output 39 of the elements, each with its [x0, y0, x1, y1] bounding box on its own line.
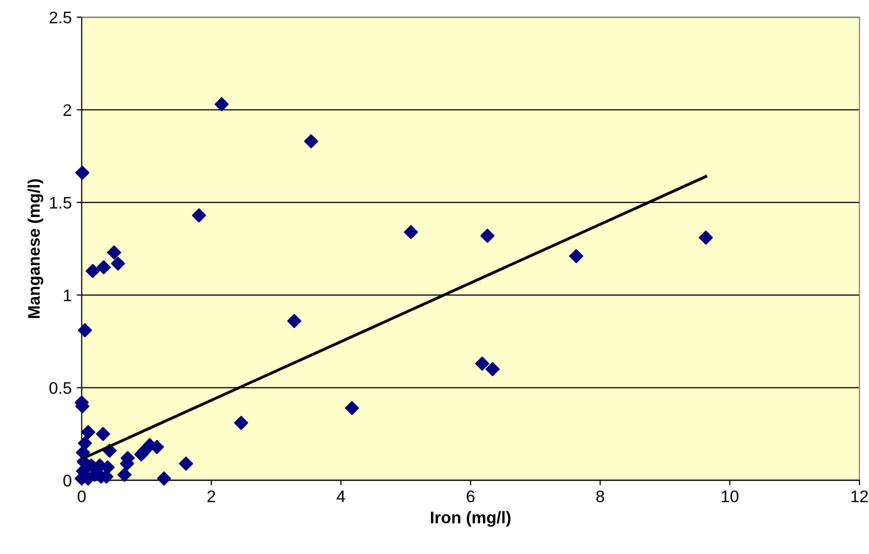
point: [178, 456, 194, 471]
point: [214, 97, 229, 112]
point: [698, 230, 713, 245]
point: [486, 362, 500, 376]
x-tick-label: 2: [208, 490, 216, 502]
point: [81, 425, 96, 440]
point: [480, 228, 494, 243]
x-tick-label: 6: [466, 490, 474, 502]
point: [569, 249, 584, 264]
point: [107, 245, 122, 260]
x-tick-label: 4: [336, 490, 346, 502]
x-tick-label: 0: [78, 490, 86, 502]
point: [86, 264, 100, 278]
point: [110, 256, 126, 271]
x-tick-label: 10: [722, 490, 738, 502]
x-tick-label: 8: [596, 490, 604, 502]
point: [344, 401, 360, 416]
point: [475, 356, 490, 371]
y-tick-label: 2: [64, 104, 72, 116]
point: [304, 134, 318, 148]
x-tick-label: 12: [851, 490, 868, 502]
point: [404, 225, 418, 240]
point: [75, 166, 90, 180]
y-tick-label: 0.5: [49, 382, 72, 394]
y-tick-label: 1: [64, 290, 72, 302]
point: [78, 323, 92, 338]
y-tick-label: 1.5: [50, 197, 72, 209]
y-axis-title: Manganese (mg/l): [28, 179, 44, 318]
point: [96, 426, 110, 442]
point: [234, 416, 248, 430]
y-tick-label: 0: [63, 474, 72, 487]
point: [287, 314, 302, 328]
point: [192, 208, 206, 222]
point: [156, 471, 172, 486]
x-axis-title: Iron (mg/l): [430, 511, 510, 527]
point: [117, 468, 132, 482]
point: [78, 436, 92, 450]
point: [96, 260, 111, 274]
y-tick-label: 2.5: [50, 12, 72, 24]
